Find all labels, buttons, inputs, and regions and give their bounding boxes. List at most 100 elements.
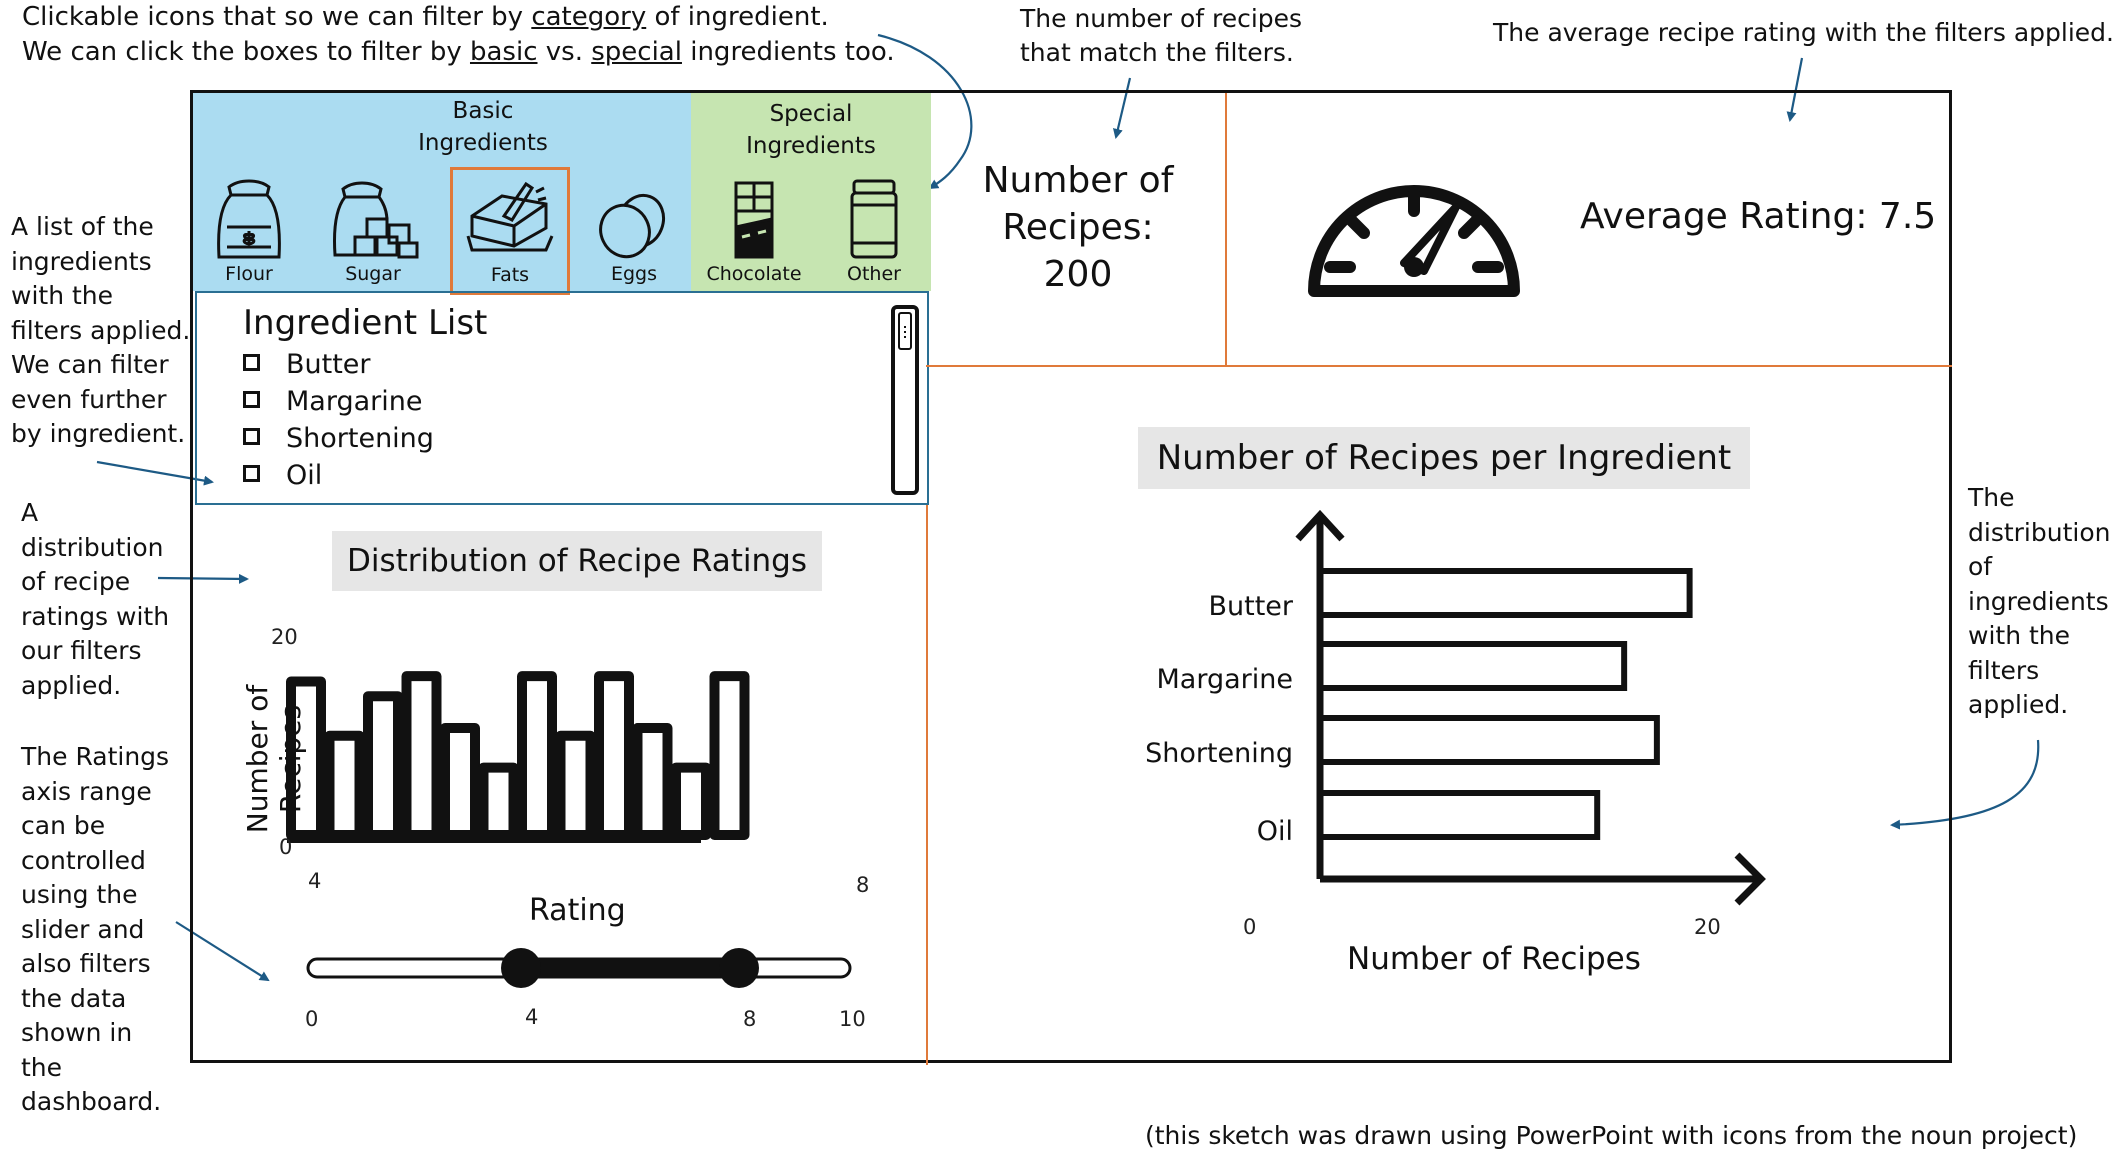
checkbox-icon: [243, 428, 260, 445]
ingredient-margarine-checkbox[interactable]: Margarine: [243, 384, 422, 420]
annotation-line: the: [21, 1052, 63, 1082]
ingredient-label: Margarine: [286, 386, 423, 417]
annotation-line: distribution: [21, 532, 164, 562]
annotation-line: ratings with: [21, 601, 170, 631]
annotation-line: that match the filters.: [1020, 38, 1294, 67]
checkbox-icon: [243, 391, 260, 408]
slider-tick: 4: [525, 1005, 539, 1029]
annotation-text: ingredients too.: [690, 37, 895, 67]
eggs-icon: [599, 193, 666, 259]
annotation-line: using the: [21, 880, 138, 909]
category-label: Fats: [490, 264, 530, 286]
divider: [926, 505, 928, 1065]
annotation-text: category: [531, 2, 647, 32]
heading-line: Ingredients: [746, 133, 876, 159]
annotation-line: filters: [1968, 655, 2040, 685]
annotation-line: with the: [11, 281, 114, 310]
annotation-line: ingredients: [1968, 586, 2109, 616]
recipe-count-label: Number of: [982, 160, 1174, 201]
ratings-y-tick: 0: [279, 835, 293, 859]
butter-icon: [466, 181, 554, 252]
ingredient-bar: [1317, 790, 1601, 840]
ratings-histogram-plot: [286, 671, 750, 843]
y-axis-arrowhead: [1295, 509, 1345, 542]
chocolate-icon: [734, 181, 774, 259]
ingredient-x-axis-label: Number of Recipes: [1347, 941, 1641, 977]
heading-line: Ingredients: [418, 130, 548, 156]
ingredient-bar-label: Butter: [1208, 591, 1293, 622]
credit-note: (this sketch was drawn using PowerPoint …: [1145, 1121, 2078, 1150]
annotation-line: slider and: [21, 914, 145, 944]
category-label: Eggs: [610, 263, 658, 285]
category-fats-button[interactable]: Fats: [450, 167, 570, 295]
annotation-line: The: [1968, 483, 2015, 512]
ingredient-bar: [1317, 568, 1693, 618]
slider-low-handle[interactable]: [501, 948, 541, 988]
category-other-button[interactable]: Other: [818, 167, 930, 291]
annotation-line: ingredients: [11, 246, 152, 276]
annotation-line: even further: [11, 384, 167, 414]
annotation-line: The Ratings: [21, 742, 170, 771]
ratings-histogram: [286, 671, 750, 843]
flour-bag-icon: [217, 179, 281, 259]
annotation-line: the data: [21, 983, 127, 1013]
basic-ingredients-heading: Basic Ingredients: [363, 95, 603, 159]
slider-tick: 0: [305, 1007, 319, 1031]
x-axis-arrowhead: [1734, 852, 1766, 906]
gauge-icon: [1308, 185, 1520, 297]
checkbox-icon: [243, 465, 260, 482]
ingredient-chart-title: Number of Recipes per Ingredient: [1138, 427, 1750, 489]
average-rating-value: Average Rating: 7.5: [1580, 196, 1937, 237]
annotation-line: of: [1968, 552, 1993, 581]
ratings-y-tick: 20: [271, 625, 298, 649]
annotation-line: can be: [21, 811, 106, 840]
category-eggs-button[interactable]: Eggs: [578, 167, 690, 291]
category-flour-button[interactable]: Flour: [193, 167, 305, 291]
annotation-line: axis range: [21, 776, 152, 806]
category-chocolate-button[interactable]: Chocolate: [698, 167, 810, 291]
annotation-text: We can click the boxes to filter by: [22, 37, 462, 67]
annotation-line: applied.: [1968, 690, 2069, 719]
annotation-text: special: [591, 37, 682, 67]
ingredient-oil-checkbox[interactable]: Oil: [243, 458, 322, 494]
ratings-range-slider[interactable]: [305, 947, 857, 989]
ingredient-list-title: Ingredient List: [243, 303, 488, 343]
sugar-icon: [333, 181, 419, 259]
ingredient-bar-label: Shortening: [1145, 738, 1293, 769]
annotation-line: applied.: [21, 670, 122, 700]
ingredient-butter-checkbox[interactable]: Butter: [243, 347, 371, 383]
annotation-line: our filters: [21, 636, 142, 665]
heading-line: Basic: [452, 98, 514, 124]
ratings-x-tick: 8: [856, 873, 870, 897]
annotation-rating-distribution: A distribution of recipe ratings with ou…: [21, 496, 169, 703]
annotation-category-filters: Clickable icons that so we can filter by…: [22, 0, 922, 70]
divider: [926, 365, 1952, 367]
recipe-count-label: Recipes:: [1002, 207, 1154, 248]
annotation-text: vs.: [545, 37, 583, 67]
ingredient-x-tick: 0: [1243, 915, 1257, 939]
annotation-text: of ingredient.: [654, 2, 829, 32]
annotation-text: basic: [469, 37, 538, 67]
slider-high-handle[interactable]: [719, 948, 759, 988]
grip-line: [904, 331, 906, 333]
annotation-line: by ingredient.: [11, 419, 186, 448]
ratings-x-tick: 4: [308, 869, 322, 893]
special-ingredients-heading: Special Ingredients: [691, 98, 931, 162]
annotation-ratings-slider: The Ratings axis range can be controlled…: [21, 740, 169, 1120]
checkbox-icon: [243, 354, 260, 371]
annotation-line: of recipe: [21, 567, 131, 596]
scrollbar-thumb[interactable]: [898, 312, 912, 350]
rating-bar: [709, 671, 750, 840]
ingredient-list-panel: Ingredient List Butter Margarine Shorten…: [195, 291, 929, 505]
category-sugar-button[interactable]: Sugar: [317, 167, 429, 291]
slider-selected-range: [521, 959, 739, 977]
annotation-ingredient-list: A list of the ingredients with the filte…: [11, 210, 190, 452]
ingredient-list-scrollbar[interactable]: [891, 305, 919, 495]
category-label: Other: [847, 263, 901, 285]
annotation-line: A: [21, 498, 39, 527]
ingredient-shortening-checkbox[interactable]: Shortening: [243, 421, 434, 457]
ratings-chart-title: Distribution of Recipe Ratings: [332, 531, 822, 591]
annotation-recipe-count: The number of recipes that match the fil…: [1020, 2, 1302, 70]
category-label: Flour: [225, 263, 273, 285]
ingredient-label: Butter: [286, 349, 371, 380]
